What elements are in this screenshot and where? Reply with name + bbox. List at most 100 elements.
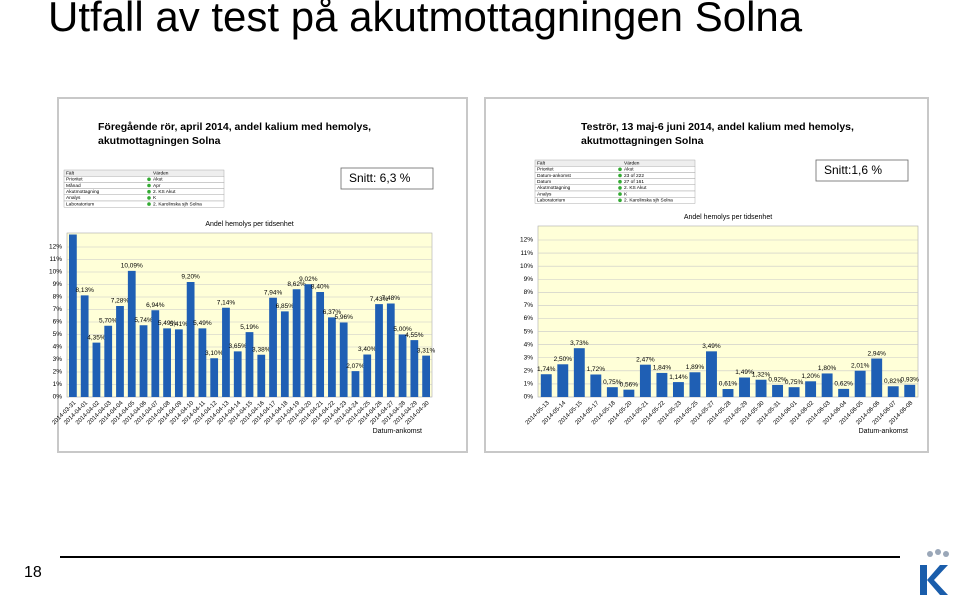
filter-field: Analys bbox=[537, 191, 552, 197]
bar bbox=[672, 382, 684, 397]
value-label: 7,43% bbox=[370, 296, 389, 303]
chart-title: Andel hemolys per tidsenhet bbox=[684, 214, 772, 221]
y-tick-label: 4% bbox=[53, 344, 63, 351]
panel-heading: Föregående rör, april 2014, andel kalium… bbox=[98, 121, 371, 133]
filter-value: 2. KS Akut bbox=[153, 189, 176, 195]
filter-value: 2. Karolinska sjh Solna bbox=[624, 198, 673, 204]
filter-value: Värden bbox=[153, 170, 169, 176]
y-tick-label: 12% bbox=[49, 244, 62, 251]
filter-icon bbox=[147, 177, 151, 182]
filter-field: Datum bbox=[537, 179, 551, 185]
y-tick-label: 6% bbox=[53, 319, 63, 326]
average-box bbox=[340, 167, 434, 190]
bar bbox=[557, 364, 569, 397]
filter-field: Fält bbox=[66, 170, 75, 176]
value-label: 8,62% bbox=[287, 281, 306, 288]
value-label: 5,74% bbox=[134, 317, 153, 324]
bar bbox=[606, 387, 618, 397]
filter-icon bbox=[147, 202, 151, 206]
value-label: 4,35% bbox=[87, 334, 106, 341]
filter-icon bbox=[618, 192, 622, 196]
value-label: 3,40% bbox=[358, 346, 377, 353]
value-label: 7,48% bbox=[382, 295, 401, 302]
value-label: 3,49% bbox=[702, 343, 721, 350]
bar bbox=[410, 340, 419, 397]
value-label: 8,40% bbox=[311, 284, 330, 291]
chart-title: Andel hemolys per tidsenhet bbox=[205, 221, 293, 228]
bar bbox=[386, 303, 395, 397]
filter-value: 23 of 222 bbox=[624, 173, 644, 179]
y-tick-label: 10% bbox=[520, 263, 533, 270]
bar bbox=[656, 372, 668, 397]
y-tick-label: 3% bbox=[524, 354, 534, 361]
filter-value: Värden bbox=[624, 160, 640, 166]
logo bbox=[920, 549, 949, 595]
bar bbox=[116, 306, 124, 397]
value-label: 7,28% bbox=[111, 298, 130, 305]
bar bbox=[375, 304, 383, 397]
bar bbox=[69, 234, 77, 397]
y-tick-label: 3% bbox=[53, 356, 63, 363]
average-box bbox=[815, 159, 909, 182]
bar bbox=[280, 311, 289, 397]
y-tick-label: 1% bbox=[524, 381, 534, 388]
value-label: 0,93% bbox=[901, 377, 920, 384]
filter-icon bbox=[618, 179, 622, 184]
bar bbox=[871, 358, 883, 397]
bar bbox=[328, 317, 336, 397]
value-label: 4,55% bbox=[405, 332, 424, 339]
value-label: 2,47% bbox=[636, 356, 655, 363]
filter-icon bbox=[147, 189, 151, 194]
filter-value: 2. Karolinska sjh Solna bbox=[153, 201, 202, 207]
value-label: 1,89% bbox=[686, 364, 705, 371]
filter-field: Akutmottagning bbox=[537, 185, 571, 191]
filter-row bbox=[63, 200, 225, 208]
filter-value: K bbox=[624, 191, 628, 197]
chart: Teströr, 13 maj-6 juni 2014, andel kaliu… bbox=[484, 97, 929, 453]
value-label: 1,80% bbox=[818, 365, 837, 372]
y-tick-label: 12% bbox=[520, 237, 533, 244]
filter-row bbox=[63, 182, 225, 189]
filter-icon bbox=[618, 173, 622, 178]
value-label: 5,41% bbox=[170, 321, 189, 328]
y-tick-label: 8% bbox=[524, 289, 534, 296]
bar bbox=[540, 374, 552, 397]
y-tick-label: 9% bbox=[524, 276, 534, 283]
bar bbox=[339, 322, 348, 397]
y-tick-label: 0% bbox=[53, 394, 63, 401]
filter-row bbox=[534, 196, 696, 204]
y-tick-label: 9% bbox=[53, 281, 63, 288]
value-label: 3,31% bbox=[417, 347, 436, 354]
value-label: 0,75% bbox=[603, 379, 622, 386]
value-label: 2,50% bbox=[554, 356, 573, 363]
y-tick-label: 5% bbox=[524, 328, 534, 335]
filter-field: Datum-ankomst bbox=[537, 173, 572, 179]
bar bbox=[422, 355, 430, 397]
filter-icon bbox=[618, 167, 622, 172]
y-tick-label: 1% bbox=[53, 381, 63, 388]
bar bbox=[139, 325, 148, 397]
bar bbox=[222, 307, 230, 397]
y-tick-label: 7% bbox=[53, 306, 63, 313]
y-tick-label: 11% bbox=[520, 250, 533, 257]
filter-field: Akutmottagning bbox=[66, 189, 100, 195]
bar bbox=[257, 354, 266, 397]
value-label: 7,14% bbox=[217, 299, 236, 306]
bar bbox=[210, 358, 219, 397]
bar bbox=[163, 328, 171, 397]
value-label: 1,14% bbox=[669, 374, 688, 381]
bar bbox=[292, 289, 301, 397]
value-label: 2,07% bbox=[346, 363, 365, 370]
bar bbox=[788, 387, 800, 397]
bar bbox=[689, 372, 701, 397]
filter-field: Månad bbox=[66, 182, 81, 189]
bar bbox=[80, 295, 89, 397]
chart: Föregående rör, april 2014, andel kalium… bbox=[49, 97, 468, 453]
value-label: 1,49% bbox=[735, 369, 754, 376]
filter-row bbox=[63, 169, 225, 177]
bar bbox=[186, 282, 195, 397]
y-tick-label: 5% bbox=[53, 331, 63, 338]
bar bbox=[174, 329, 183, 397]
panel-heading: Teströr, 13 maj-6 juni 2014, andel kaliu… bbox=[581, 121, 854, 133]
